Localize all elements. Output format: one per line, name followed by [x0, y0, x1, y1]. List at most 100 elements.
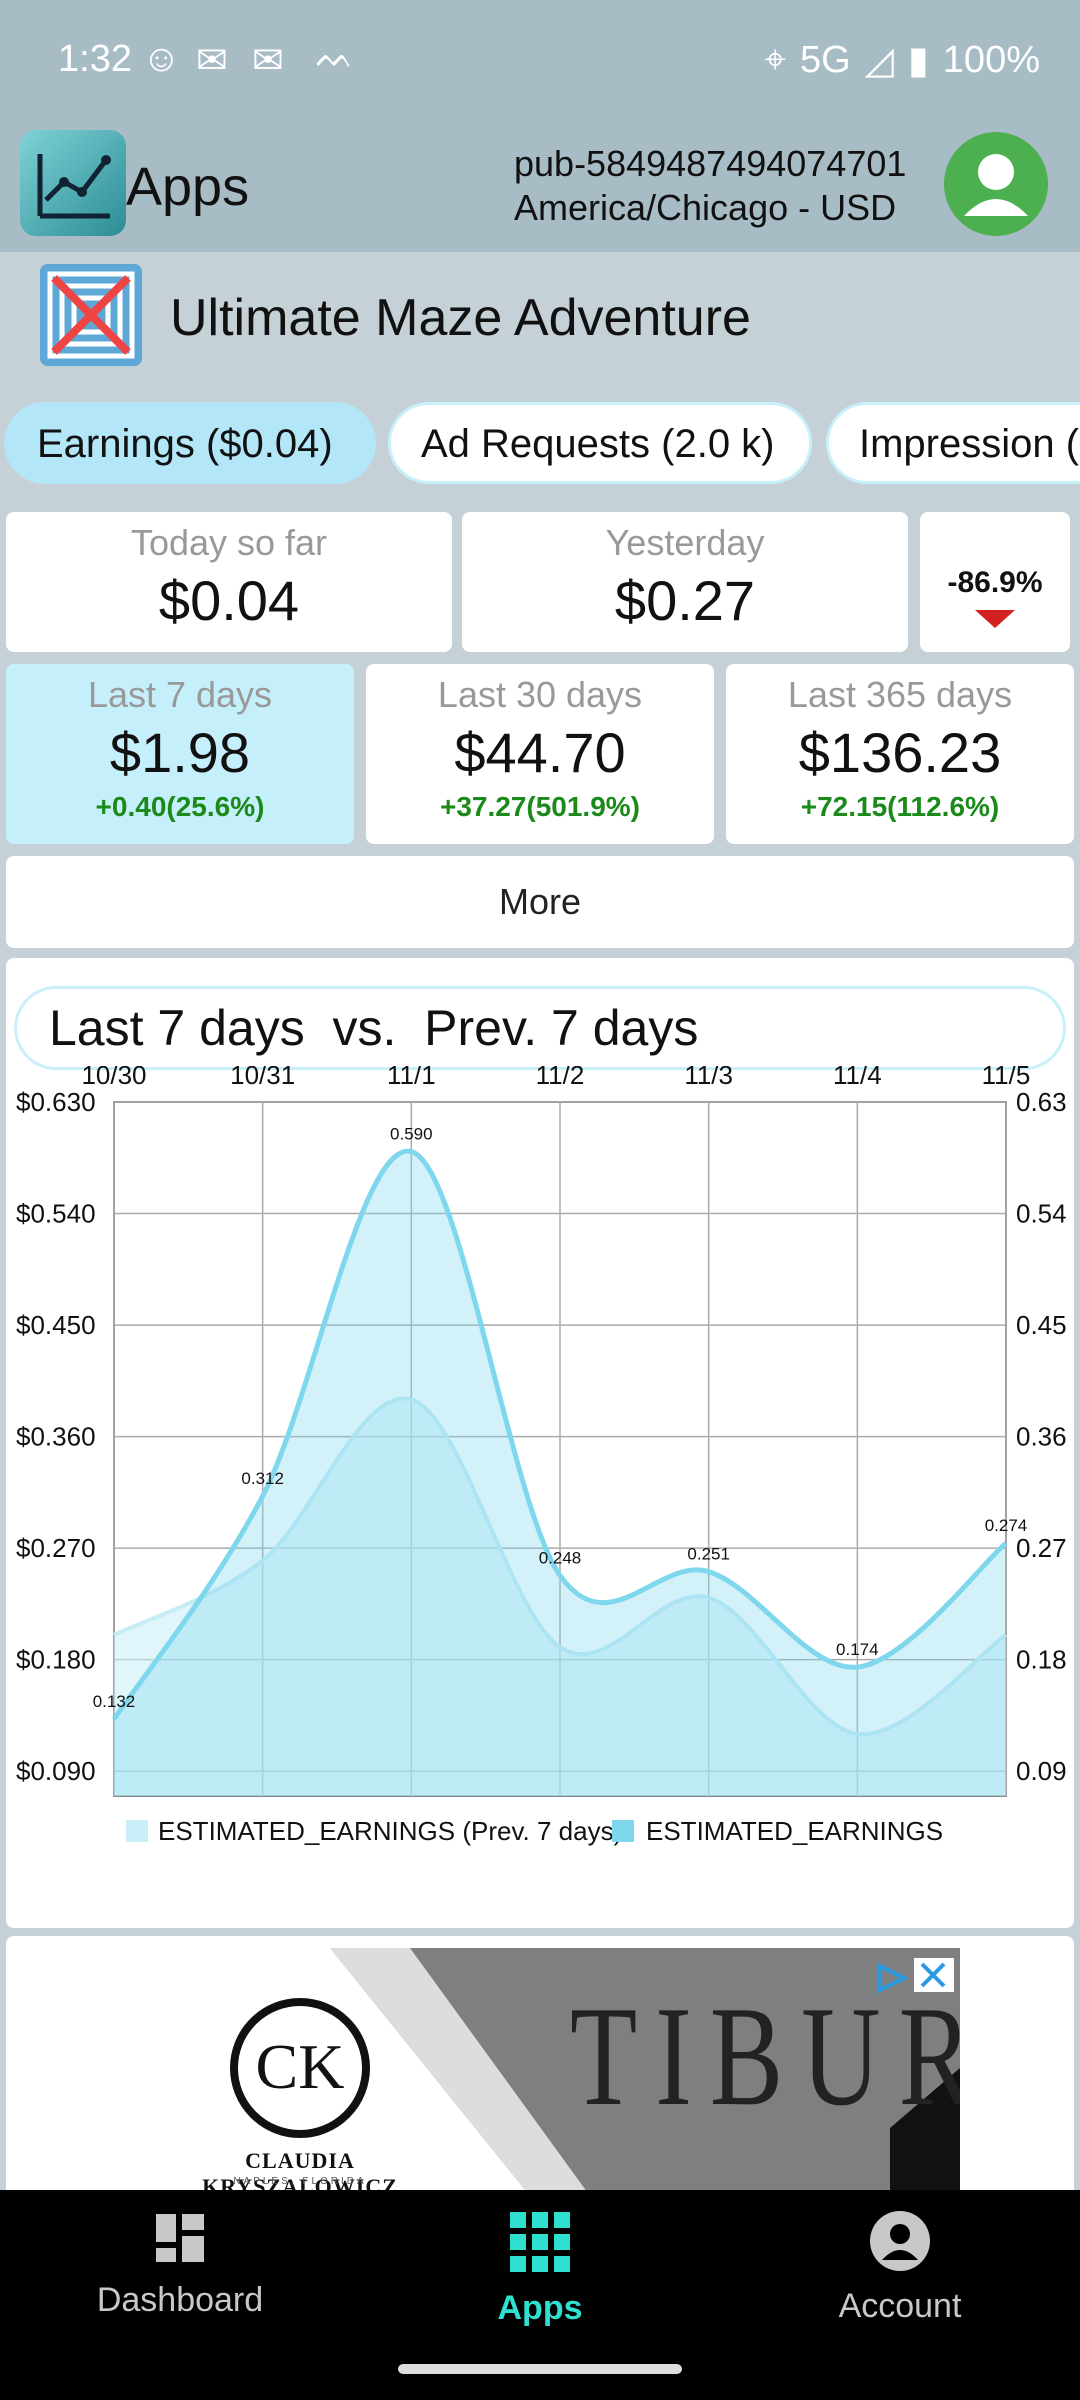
notification-icon: ☺ — [142, 38, 181, 80]
down-arrow-icon — [975, 610, 1015, 628]
period-value: $44.70 — [454, 721, 626, 784]
nav-apps[interactable]: Apps — [390, 2210, 690, 2328]
legend-swatch-current — [612, 1820, 634, 1842]
bottom-nav: Dashboard Apps Account — [0, 2190, 1080, 2400]
wind-icon: ᨓ — [316, 38, 355, 74]
data-label: 0.174 — [836, 1640, 879, 1659]
y-tick-label-right: 0.36 — [1016, 1422, 1067, 1452]
status-bar: 1:32 ☺ ✉ ✉ ᨓ ⌖ 5G ◿ ▮ 100% — [0, 0, 1080, 120]
account-avatar[interactable] — [944, 132, 1048, 236]
data-label: 0.251 — [687, 1545, 730, 1564]
nav-dashboard[interactable]: Dashboard — [30, 2210, 330, 2320]
period-change: +0.40(25.6%) — [95, 791, 265, 822]
tab-impressions[interactable]: Impression ( — [826, 402, 1080, 484]
nav-label: Apps — [497, 2289, 583, 2327]
today-label: Today so far — [130, 522, 328, 563]
y-tick-label-right: 0.09 — [1016, 1756, 1067, 1786]
legend-label-prev: ESTIMATED_EARNINGS (Prev. 7 days) — [158, 1816, 622, 1846]
ad-logo-text: CK — [255, 2031, 345, 2102]
y-tick-label-left: $0.630 — [16, 1087, 96, 1117]
x-tick-label: 11/2 — [536, 1066, 585, 1090]
ad-brand-location: NAPLES, FLORIDA — [233, 2176, 367, 2187]
data-label: 0.312 — [241, 1469, 284, 1488]
battery-label: 100% — [942, 39, 1040, 81]
timezone-currency: America/Chicago - USD — [514, 187, 897, 228]
app-logo[interactable] — [20, 130, 126, 236]
day-change-card: -86.9% — [920, 512, 1070, 652]
period-label: Last 7 days — [87, 674, 273, 715]
data-label: 0.590 — [390, 1125, 433, 1144]
yesterday-card: Yesterday $0.27 — [462, 512, 908, 652]
nav-account[interactable]: Account — [750, 2210, 1050, 2326]
mail-icon: ✉ — [196, 40, 228, 82]
yesterday-value: $0.27 — [614, 569, 756, 632]
series-prev-area — [114, 1398, 1006, 1796]
today-value: $0.04 — [158, 569, 300, 632]
network-label: 5G — [799, 39, 851, 81]
legend-label-current: ESTIMATED_EARNINGS — [646, 1816, 943, 1846]
y-tick-label-left: $0.540 — [16, 1199, 96, 1229]
y-tick-label-left: $0.360 — [16, 1422, 96, 1452]
chart-range-selector[interactable]: Last 7 days vs. Prev. 7 days — [14, 986, 1066, 1070]
period-value: $136.23 — [798, 721, 1002, 784]
ad-card: CK CLAUDIA KRYSZALOWICZ NAPLES, FLORIDA … — [6, 1936, 1074, 2196]
tab-earnings[interactable]: Earnings ($0.04) — [4, 402, 376, 484]
x-tick-label: 11/1 — [387, 1066, 436, 1090]
y-tick-label-right: 0.27 — [1016, 1533, 1067, 1563]
period-value: $1.98 — [109, 721, 251, 784]
series-current-area — [114, 1151, 1006, 1796]
period-label: Last 30 days — [437, 674, 643, 715]
earnings-chart: 10/30 10/31 11/1 11/2 11/3 11/4 11/5 $0.630 0.63… — [16, 1066, 1067, 1846]
legend-swatch-prev — [126, 1820, 148, 1842]
account-icon — [870, 2211, 930, 2271]
battery-icon: ▮ — [907, 40, 929, 82]
status-time: 1:32 — [58, 38, 132, 80]
today-card: Today so far $0.04 — [6, 512, 452, 652]
tab-ad-requests[interactable]: Ad Requests (2.0 k) — [388, 402, 812, 484]
period-card-7d[interactable]: Last 7 days $1.98 +0.40(25.6%) — [6, 664, 354, 844]
apps-grid-icon — [510, 2212, 570, 2272]
location-icon: ⌖ — [764, 39, 786, 81]
app-header: Ultimate Maze Adventure — [0, 252, 1080, 382]
y-tick-label-right: 0.45 — [1016, 1310, 1067, 1340]
y-tick-label-left: $0.090 — [16, 1756, 96, 1786]
app-bar: Apps pub-5849487494074701 America/Chicag… — [0, 120, 1080, 252]
x-tick-label: 10/31 — [230, 1066, 295, 1090]
ad-brand-name: CLAUDIA KRYSZALOWICZ — [202, 2148, 398, 2196]
more-button[interactable]: More — [6, 856, 1074, 948]
y-tick-label-left: $0.450 — [16, 1310, 96, 1340]
data-label: 0.248 — [539, 1548, 582, 1567]
app-title: Apps — [126, 157, 250, 217]
x-tick-label: 11/4 — [833, 1066, 882, 1090]
period-card-365d[interactable]: Last 365 days $136.23 +72.15(112.6%) — [726, 664, 1074, 844]
x-tick-label: 11/5 — [982, 1066, 1031, 1090]
signal-icon: ◿ — [864, 40, 894, 82]
publisher-id: pub-5849487494074701 — [514, 143, 907, 184]
nav-label: Account — [838, 2287, 962, 2325]
x-tick-label: 10/30 — [81, 1066, 146, 1090]
mail-icon-2: ✉ — [252, 40, 284, 82]
x-tick-label: 11/3 — [684, 1066, 733, 1090]
period-change: +72.15(112.6%) — [800, 791, 1000, 822]
chart-card: Last 7 days vs. Prev. 7 days 10/30 10/31 1… — [6, 958, 1074, 1928]
data-label: 0.274 — [985, 1516, 1028, 1535]
y-tick-label-left: $0.180 — [16, 1645, 96, 1675]
period-change: +37.27(501.9%) — [439, 791, 641, 822]
publisher-info: pub-5849487494074701 America/Chicago - U… — [514, 142, 906, 230]
yesterday-label: Yesterday — [605, 522, 765, 563]
nav-label: Dashboard — [96, 2281, 264, 2319]
day-change-value: -86.9% — [947, 566, 1043, 599]
period-card-30d[interactable]: Last 30 days $44.70 +37.27(501.9%) — [366, 664, 714, 844]
dashboard-icon — [156, 2214, 204, 2262]
app-name: Ultimate Maze Adventure — [170, 289, 751, 347]
home-indicator[interactable] — [398, 2364, 682, 2374]
y-tick-label-right: 0.54 — [1016, 1199, 1067, 1229]
y-tick-label-right: 0.63 — [1016, 1087, 1067, 1117]
period-label: Last 365 days — [787, 674, 1013, 715]
y-tick-label-left: $0.270 — [16, 1533, 96, 1563]
data-label: 0.132 — [93, 1692, 136, 1711]
series-prev-line — [113, 1396, 1008, 1737]
ad-banner[interactable]: CK CLAUDIA KRYSZALOWICZ NAPLES, FLORIDA … — [30, 1948, 960, 2196]
y-tick-label-right: 0.18 — [1016, 1645, 1067, 1675]
ad-headline: TIBURÓN — [570, 1976, 960, 2136]
